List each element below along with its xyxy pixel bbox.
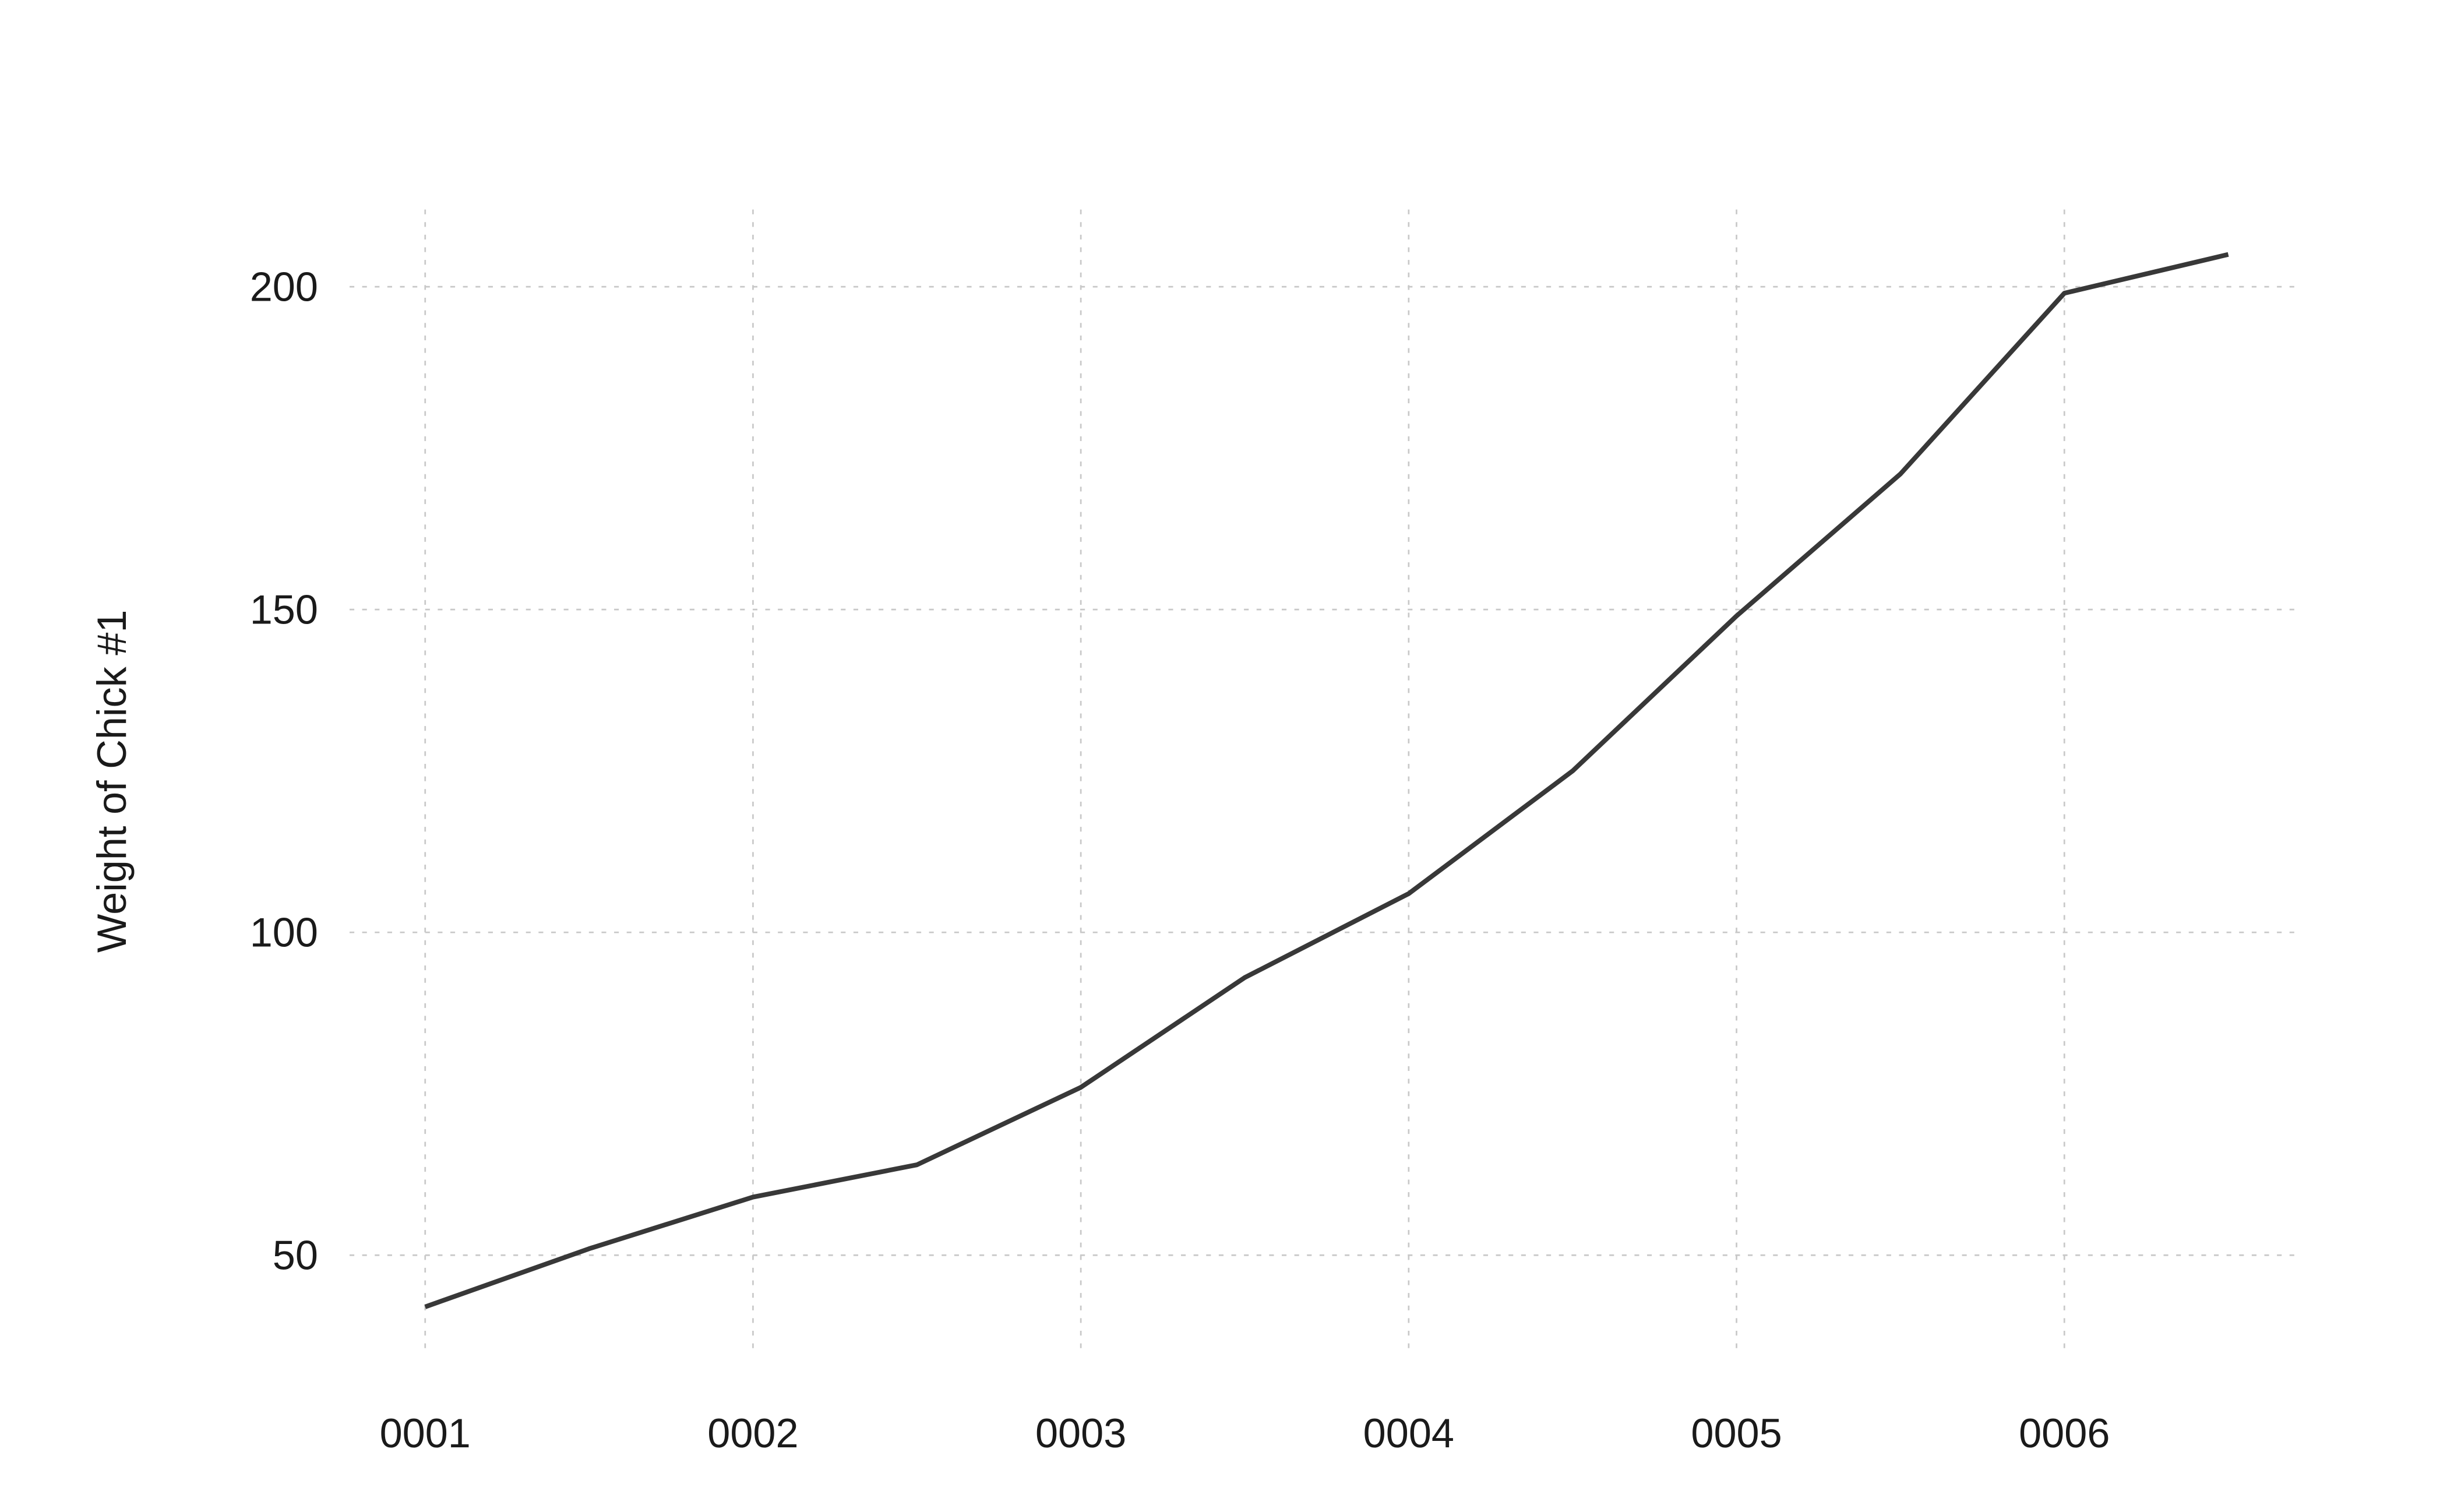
x-tick-label: 0004 xyxy=(1363,1410,1454,1456)
x-tick-label: 0006 xyxy=(2019,1410,2110,1456)
y-tick-label: 100 xyxy=(250,910,318,956)
grid xyxy=(350,209,2299,1352)
y-tick-label: 200 xyxy=(250,263,318,309)
y-tick-label: 50 xyxy=(273,1232,318,1278)
x-tick-label: 0005 xyxy=(1691,1410,1782,1456)
y-tick-label: 150 xyxy=(250,586,318,632)
series-line xyxy=(424,252,2229,1309)
y-axis-ticks: 50 100 150 200 xyxy=(250,263,318,1278)
x-axis-ticks: 0001 0002 0003 0004 0005 0006 xyxy=(380,1410,2110,1456)
x-tick-label: 0003 xyxy=(1035,1410,1126,1456)
x-tick-label: 0001 xyxy=(380,1410,471,1456)
x-tick-label: 0002 xyxy=(707,1410,798,1456)
y-axis-label: Weight of Chick #1 xyxy=(89,610,135,953)
